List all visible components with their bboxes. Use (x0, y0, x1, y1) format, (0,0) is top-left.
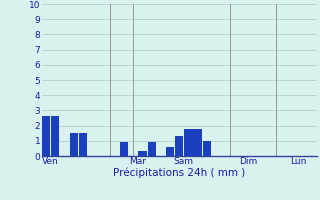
Bar (120, 142, 128, 156)
Bar (148, 142, 156, 156)
X-axis label: Précipitations 24h ( mm ): Précipitations 24h ( mm ) (113, 168, 245, 178)
Bar (175, 136, 183, 156)
Bar (203, 141, 211, 156)
Bar (166, 147, 174, 156)
Bar (69, 133, 78, 156)
Bar (193, 129, 202, 156)
Bar (184, 129, 193, 156)
Bar (138, 151, 147, 156)
Bar (79, 133, 87, 156)
Bar (42, 116, 50, 156)
Bar (51, 116, 60, 156)
